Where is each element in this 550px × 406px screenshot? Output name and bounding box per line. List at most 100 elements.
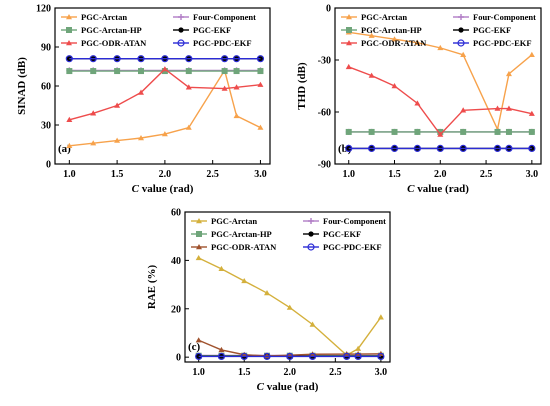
legend-marker (66, 14, 72, 20)
y-tick-label: 0 (326, 4, 331, 15)
data-point (494, 128, 501, 135)
data-point (263, 352, 271, 361)
data-point (460, 128, 467, 135)
data-point (390, 144, 399, 152)
series-pgc-pdc-ekf (345, 144, 536, 152)
series-pgc-odr-atan (66, 66, 264, 122)
legend-entry: PGC-Arctan (341, 12, 407, 22)
data-point (391, 36, 398, 42)
data-point (505, 128, 512, 135)
plot-frame (184, 211, 391, 363)
legend-label: PGC-PDC-EKF (473, 38, 532, 48)
data-point (138, 135, 144, 141)
legend-entry: PGC-Arctan (61, 12, 127, 22)
y-tick-label: 0 (46, 160, 51, 171)
data-point (264, 290, 270, 296)
data-point (354, 352, 362, 361)
data-point (221, 85, 228, 91)
legend-label: PGC-EKF (323, 229, 361, 239)
data-point (195, 352, 203, 361)
data-point (217, 352, 226, 361)
data-point (286, 304, 293, 310)
data-point (355, 345, 362, 351)
data-point (257, 81, 264, 87)
data-point (66, 116, 73, 122)
data-point (528, 51, 535, 57)
data-point (257, 68, 264, 75)
y-tick-label: 0 (176, 353, 181, 364)
legend-label: PGC-ODR-ATAN (361, 38, 427, 48)
y-tick-label: 40 (171, 256, 181, 267)
legend-label: PGC-Arctan-HP (81, 25, 142, 35)
legend-marker (346, 40, 352, 46)
series-line (348, 66, 532, 136)
legend-entry: PGC-ODR-ATAN (61, 38, 147, 48)
data-point (233, 68, 240, 75)
legend-label: Four-Component (473, 12, 536, 22)
x-tick-label: 2.0 (159, 169, 172, 180)
legend-entry: PGC-Arctan (191, 216, 257, 226)
data-point (233, 84, 240, 90)
legend-marker (196, 231, 202, 237)
x-tick-label: 3.0 (375, 367, 388, 378)
x-tick-label: 2.0 (434, 169, 447, 180)
y-tick-label: 120 (36, 4, 51, 15)
data-point (161, 131, 168, 137)
legend-entry: PGC-PDC-EKF (453, 38, 532, 48)
data-point (437, 44, 444, 51)
legend-marker (458, 14, 464, 20)
legend-label: PGC-Arctan-HP (361, 25, 422, 35)
y-axis-label: THD (dB) (296, 62, 308, 110)
series-pgc-arctan (195, 254, 384, 358)
data-point (113, 55, 121, 63)
data-point (493, 144, 502, 152)
legend-marker (196, 244, 202, 250)
legend-label: PGC-Arctan-HP (211, 229, 272, 239)
series-line (69, 68, 261, 121)
x-tick-label: 1.5 (238, 367, 251, 378)
data-point (437, 131, 444, 137)
legend-marker (196, 218, 202, 224)
legend-marker (66, 27, 72, 33)
data-point (436, 144, 444, 152)
legend-entry: PGC-Arctan-HP (341, 25, 422, 35)
series-pgc-arctan (66, 67, 264, 148)
x-tick-label: 1.5 (111, 169, 124, 180)
y-tick-label: -60 (318, 108, 331, 119)
legend-entry: PGC-Arctan-HP (191, 229, 272, 239)
x-tick-label: 2.0 (284, 367, 297, 378)
y-tick-label: 60 (171, 208, 181, 219)
legend-marker (458, 27, 464, 33)
legend-marker (346, 14, 352, 20)
data-point (218, 346, 225, 353)
data-point (345, 144, 353, 152)
data-point (309, 321, 316, 327)
legend-entry: PGC-PDC-EKF (173, 38, 252, 48)
legend-label: Four-Component (193, 12, 256, 22)
data-point (528, 144, 536, 152)
data-point (241, 351, 248, 357)
y-tick-label: 20 (171, 304, 181, 315)
data-point (185, 84, 192, 90)
data-point (368, 32, 375, 38)
y-tick-label: -30 (318, 56, 331, 67)
legend-label: Four-Component (323, 216, 386, 226)
x-tick-label: 1.0 (63, 169, 76, 180)
data-point (66, 68, 73, 75)
y-axis-label: SINAD (dB) (16, 57, 28, 115)
legend-entry: Four-Component (173, 12, 256, 22)
data-point (414, 39, 421, 45)
legend-marker (66, 40, 72, 46)
data-point (460, 51, 467, 57)
data-point (377, 314, 384, 320)
data-point (343, 352, 351, 361)
legend-marker (178, 14, 184, 20)
legend-entry: PGC-ODR-ATAN (191, 242, 277, 252)
legend-entry: PGC-ODR-ATAN (341, 38, 427, 48)
data-point (368, 144, 376, 152)
x-axis-label: C value (rad) (257, 381, 319, 393)
data-point (391, 128, 398, 135)
legend-marker (346, 27, 352, 33)
data-point (232, 55, 241, 63)
